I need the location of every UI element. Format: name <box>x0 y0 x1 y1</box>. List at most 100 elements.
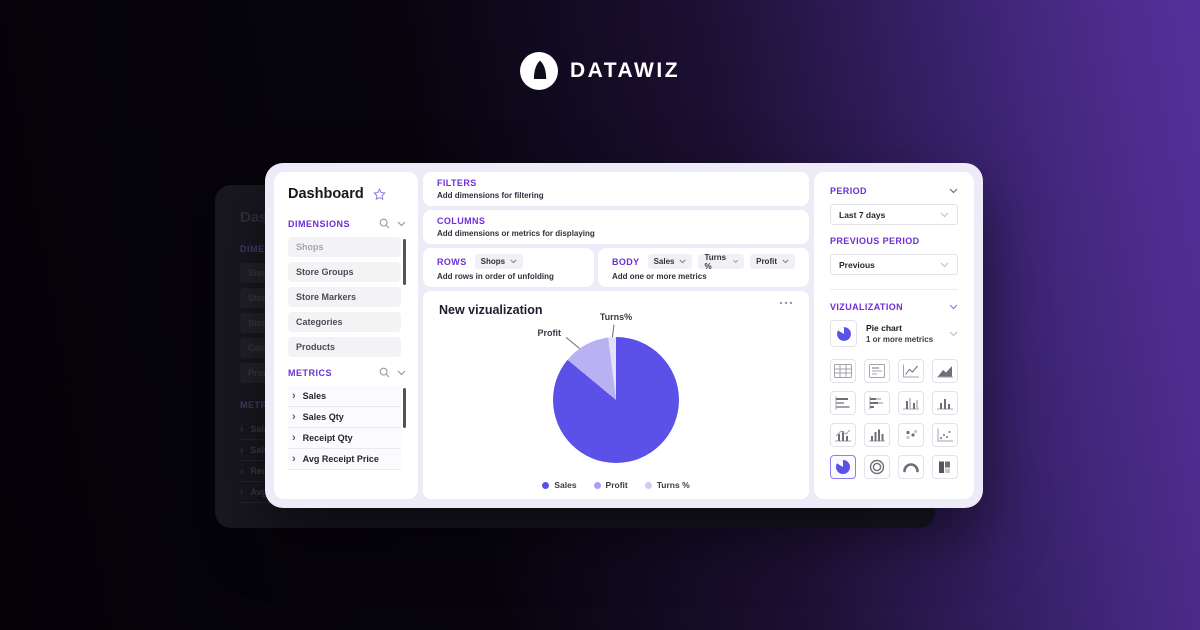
pie-chart-icon <box>836 460 850 474</box>
body-chip-profit[interactable]: Profit <box>750 254 795 269</box>
chevron-down-icon <box>949 331 958 336</box>
filters-dropzone[interactable]: FILTERS Add dimensions for filtering <box>423 172 809 206</box>
builder-column: FILTERS Add dimensions for filtering COL… <box>423 172 809 499</box>
columns-label: COLUMNS <box>437 216 486 226</box>
combo-chart-icon <box>835 429 851 442</box>
rows-chip-shops[interactable]: Shops <box>474 254 524 269</box>
metric-item-avg-receipt-price[interactable]: › Avg Receipt Price <box>288 449 401 470</box>
dimension-item-shops[interactable]: Shops <box>288 237 401 257</box>
chevron-down-icon <box>940 212 949 217</box>
bar-vertical-icon <box>937 399 953 410</box>
scatter-small-icon <box>937 428 953 442</box>
filters-hint: Add dimensions for filtering <box>437 191 544 200</box>
period-select[interactable]: Last 7 days <box>830 204 958 225</box>
chevron-down-icon <box>733 260 738 263</box>
viz-type-pie-chart[interactable] <box>830 455 856 479</box>
bar-horizontal-stacked-icon <box>869 396 883 410</box>
dimension-item-categories[interactable]: Categories <box>288 312 401 332</box>
filters-label: FILTERS <box>437 178 477 188</box>
bar-horizontal-icon <box>835 396 850 410</box>
rows-label: ROWS <box>437 256 467 267</box>
vizualization-header: VIZUALIZATION <box>830 302 904 312</box>
columns-dropzone[interactable]: COLUMNS Add dimensions or metrics for di… <box>423 210 809 244</box>
pie-label-profit: Profit <box>537 328 562 338</box>
viz-type-scatter-small[interactable] <box>932 423 958 447</box>
ghost-metric-item: Sales <box>250 424 274 434</box>
chevron-down-icon <box>679 259 687 264</box>
brand-header: DATAWIZ <box>0 52 1200 90</box>
body-dropzone[interactable]: BODY Sales Turns % <box>597 248 809 287</box>
dashboard-title: Dashboard <box>288 186 364 202</box>
chevron-right-icon: › <box>292 389 296 402</box>
bar-vertical-grouped-icon <box>903 398 919 410</box>
viz-type-bar-horizontal-stacked[interactable] <box>864 391 890 415</box>
period-header: PERIOD <box>830 186 867 196</box>
chevron-down-icon[interactable] <box>397 370 406 376</box>
viz-type-bar-vertical-grouped[interactable] <box>898 391 924 415</box>
dimension-item-store-markers[interactable]: Store Markers <box>288 287 401 307</box>
dimensions-scrollbar[interactable] <box>403 239 406 285</box>
pie-chart-selected-icon <box>830 320 857 347</box>
viz-type-stacked-chart[interactable] <box>932 455 958 479</box>
chevron-down-icon <box>782 259 789 264</box>
viz-type-area-chart[interactable] <box>932 359 958 383</box>
chevron-down-icon <box>940 262 949 267</box>
divider <box>830 289 958 290</box>
viz-type-donut-chart[interactable] <box>864 455 890 479</box>
metrics-list: › Sales › Sales Qty › Receipt Qty › Avg … <box>288 386 406 470</box>
viz-type-bar-vertical[interactable] <box>932 391 958 415</box>
report-icon <box>869 364 885 378</box>
dimensions-header: DIMENSIONS <box>288 218 351 229</box>
viz-type-gauge-chart[interactable] <box>898 455 924 479</box>
body-label: BODY <box>611 256 640 267</box>
viz-type-column-chart[interactable] <box>864 423 890 447</box>
viz-type-table[interactable] <box>830 359 856 383</box>
visualization-title: New vizualization <box>439 303 543 317</box>
metrics-scrollbar[interactable] <box>403 388 406 428</box>
search-icon[interactable] <box>379 367 390 378</box>
legend-dot <box>542 481 550 489</box>
brand-name: DATAWIZ <box>569 59 681 82</box>
chevron-down-icon[interactable] <box>397 221 406 227</box>
selected-viz-type[interactable]: Pie chart 1 or more metrics <box>830 320 958 347</box>
chevron-down-icon[interactable] <box>949 304 958 310</box>
area-chart-icon <box>937 366 953 378</box>
columns-hint: Add dimensions or metrics for displaying <box>437 229 595 238</box>
stacked-chart-icon <box>939 461 950 473</box>
metric-item-receipt-qty[interactable]: › Receipt Qty <box>288 428 401 449</box>
metric-item-sales-qty[interactable]: › Sales Qty <box>288 407 401 428</box>
search-icon[interactable] <box>379 218 390 229</box>
body-chip-sales[interactable]: Sales <box>647 254 693 269</box>
legend-item-profit[interactable]: Profit <box>593 480 628 490</box>
legend-dot <box>644 481 652 489</box>
dashboard-card: Dashboard DIMENSIONS Shops Store Groups … <box>265 163 983 508</box>
viz-type-scatter-plot[interactable] <box>898 423 924 447</box>
body-hint: Add one or more metrics <box>611 272 707 281</box>
datawiz-logo-icon <box>519 52 558 90</box>
viz-type-bar-horizontal[interactable] <box>830 391 856 415</box>
table-icon <box>834 364 852 378</box>
legend-item-sales[interactable]: Sales <box>542 480 577 490</box>
chevron-down-icon <box>510 259 517 264</box>
rows-dropzone[interactable]: ROWS Shops Add rows in order of unfoldin… <box>423 248 594 287</box>
dimension-item-products[interactable]: Products <box>288 337 401 357</box>
viz-type-grid <box>830 359 958 479</box>
selected-viz-hint: 1 or more metrics <box>866 335 934 344</box>
chevron-right-icon: › <box>292 452 296 465</box>
viz-type-combo-chart[interactable] <box>830 423 856 447</box>
legend-item-turns[interactable]: Turns % <box>644 480 690 490</box>
pie-chart[interactable] <box>553 337 679 463</box>
previous-period-select[interactable]: Previous <box>830 254 958 275</box>
pie-label-turns: Turns% <box>599 312 633 322</box>
more-options-icon[interactable] <box>779 301 793 305</box>
body-chip-turns[interactable]: Turns % <box>698 253 745 271</box>
legend-dot <box>593 481 601 489</box>
chevron-down-icon[interactable] <box>949 188 958 194</box>
viz-type-line-chart[interactable] <box>898 359 924 383</box>
favorite-star-icon[interactable] <box>372 187 386 201</box>
dimension-item-store-groups[interactable]: Store Groups <box>288 262 401 282</box>
dimensions-list: Shops Store Groups Store Markers Categor… <box>288 237 406 357</box>
scatter-plot-icon <box>906 429 918 440</box>
viz-type-report[interactable] <box>864 359 890 383</box>
metric-item-sales[interactable]: › Sales <box>288 386 401 407</box>
